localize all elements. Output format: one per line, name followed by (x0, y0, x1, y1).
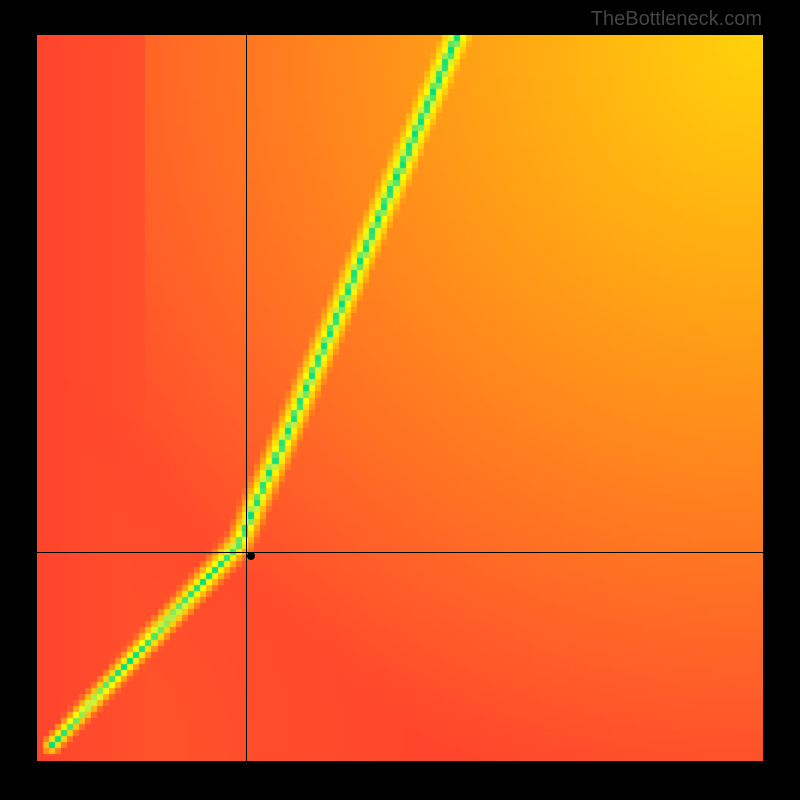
heatmap-plot-area (37, 35, 763, 761)
heatmap-canvas (37, 35, 763, 761)
watermark-text: TheBottleneck.com (591, 8, 762, 31)
